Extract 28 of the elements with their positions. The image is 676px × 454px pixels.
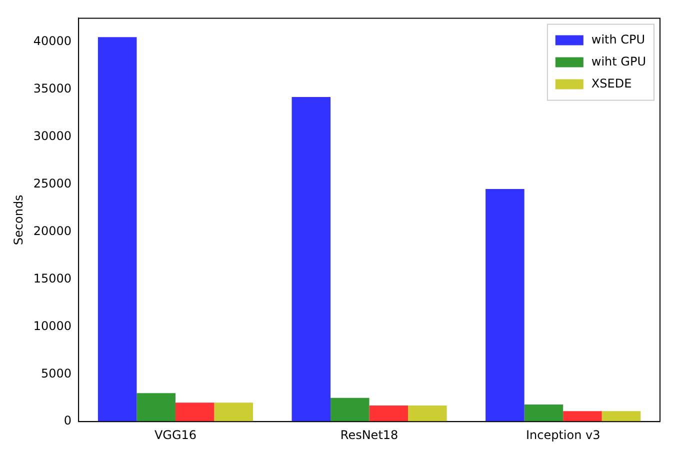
bar — [563, 411, 602, 422]
legend-label: XSEDE — [591, 76, 632, 90]
bar — [408, 405, 447, 422]
y-tick-label: 40000 — [33, 34, 72, 48]
bar — [330, 398, 370, 422]
bar — [98, 37, 137, 422]
bar — [486, 189, 524, 422]
legend-label: wiht GPU — [591, 54, 646, 68]
legend-label: with CPU — [591, 32, 646, 46]
y-tick-label: 10000 — [33, 318, 72, 333]
x-tick-label: ResNet18 — [340, 428, 398, 442]
y-tick-label: 25000 — [33, 176, 72, 190]
y-axis-title: Seconds — [11, 194, 26, 246]
x-tick-label: Inception v3 — [526, 428, 600, 442]
bar — [524, 404, 564, 422]
bar — [136, 393, 176, 422]
y-tick-label: 5000 — [41, 366, 72, 380]
bar — [292, 96, 331, 422]
bar — [369, 405, 408, 422]
bar — [214, 402, 253, 422]
y-tick-label: 30000 — [33, 128, 72, 143]
y-tick-label: 15000 — [33, 271, 72, 286]
y-tick-label: 0 — [64, 414, 72, 428]
y-tick-label: 20000 — [33, 224, 72, 238]
y-tick-label: 35000 — [33, 82, 72, 96]
x-tick-label: VGG16 — [154, 428, 197, 442]
bar — [175, 402, 214, 422]
bar — [602, 411, 641, 422]
